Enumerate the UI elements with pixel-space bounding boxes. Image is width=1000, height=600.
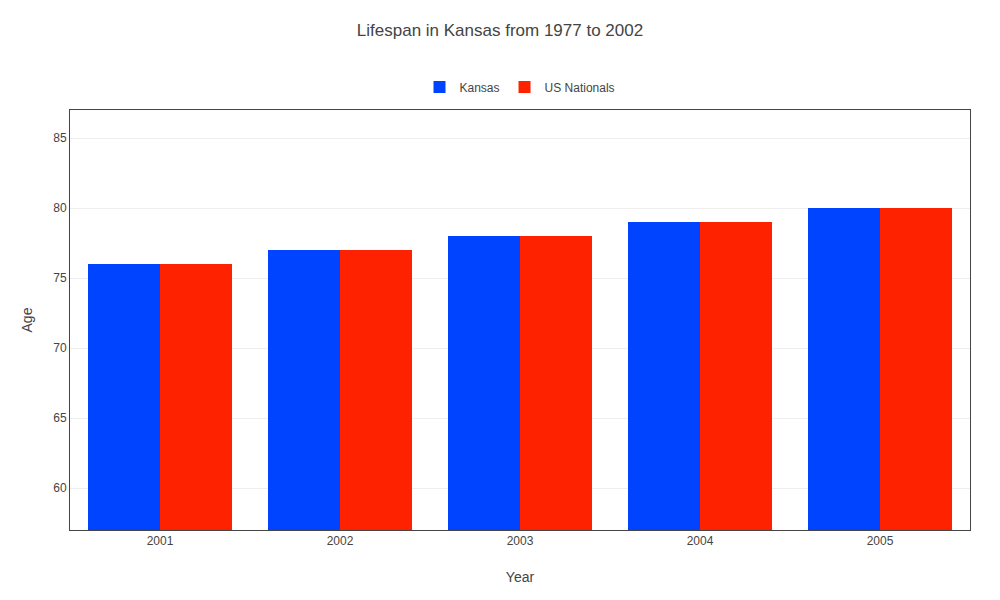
svg-text:Year: Year [506,569,535,585]
svg-text:65: 65 [53,411,67,425]
svg-text:85: 85 [53,131,67,145]
svg-text:70: 70 [53,341,67,355]
svg-text:Lifespan in Kansas from 1977 t: Lifespan in Kansas from 1977 to 2002 [357,21,643,40]
svg-text:2002: 2002 [327,534,354,548]
svg-text:60: 60 [53,481,67,495]
svg-text:Kansas: Kansas [460,81,500,95]
svg-text:80: 80 [53,201,67,215]
svg-text:US Nationals: US Nationals [545,81,615,95]
svg-text:2001: 2001 [147,534,174,548]
svg-text:Age: Age [19,307,35,332]
svg-text:75: 75 [53,271,67,285]
svg-text:2005: 2005 [867,534,894,548]
svg-text:2004: 2004 [687,534,714,548]
svg-text:2003: 2003 [507,534,534,548]
